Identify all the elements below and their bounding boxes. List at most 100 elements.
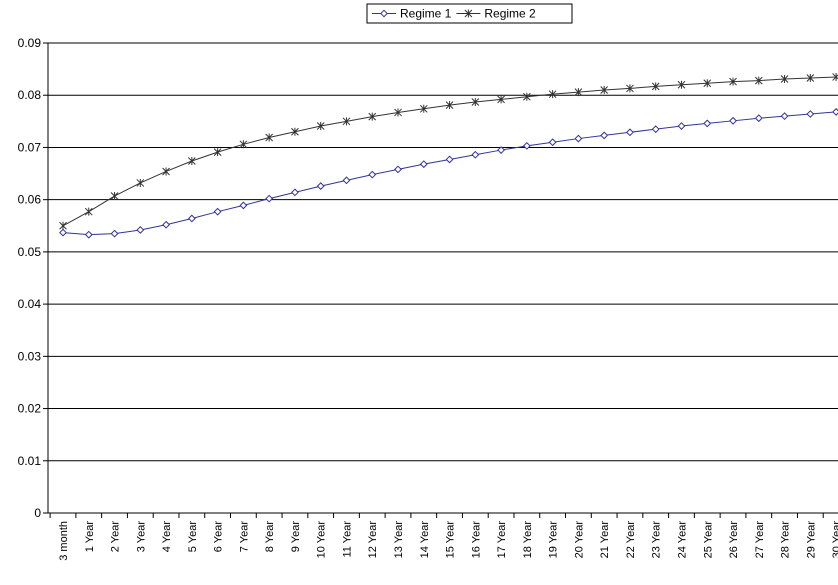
series-1-point-10	[316, 182, 325, 190]
series-1-point-7	[239, 201, 248, 210]
x-tick-label-18: 18 Year	[522, 521, 534, 559]
legend-label-2: Regime 2	[484, 7, 536, 21]
series-1-line	[62, 111, 837, 236]
y-tick-label-4: 0.04	[18, 297, 42, 311]
x-tick-label-3: 3 Year	[135, 521, 147, 553]
x-tick-label-8: 8 Year	[264, 521, 276, 553]
x-tick-label-27: 27 Year	[754, 521, 766, 559]
series-1-point-14	[419, 160, 428, 169]
x-tick-label-29: 29 Year	[805, 521, 817, 559]
x-axis-ticks: 3 month 1 Year 2 Year 3 Year 4 Year 5 Year 6 Y…	[49, 513, 838, 561]
series-1-point-5	[187, 214, 196, 223]
series-2-point-12	[368, 112, 377, 121]
y-axis-ticks: 0 0.01 0.02 0.03 0.04 0.05 0.06 0.07 0.08 0.09	[18, 36, 48, 520]
x-tick-label-6: 6 Year	[213, 521, 225, 553]
series-2-point-7	[239, 140, 248, 149]
x-tick-label-19: 19 Year	[548, 521, 560, 559]
series-1-point-16	[471, 150, 480, 159]
series-2-point-3	[136, 178, 145, 187]
series-1-point-4	[162, 220, 170, 229]
series-2-point-22	[626, 84, 634, 93]
x-tick-label-21: 21 Year	[599, 521, 611, 559]
series-1	[59, 108, 838, 239]
series-2-point-9	[291, 127, 299, 136]
series-2-point-14	[419, 104, 428, 113]
x-tick-label-17: 17 Year	[496, 521, 508, 559]
series-1-point-13	[394, 165, 402, 174]
y-tick-label-3: 0.03	[18, 349, 42, 363]
series-2-point-10	[316, 122, 325, 131]
series-2-point-0	[59, 221, 67, 230]
series-2-point-29	[806, 73, 815, 82]
series-2-point-24	[677, 80, 686, 89]
x-tick-label-12: 12 Year	[367, 521, 379, 559]
series-2-point-19	[548, 90, 557, 99]
series-2-point-11	[342, 117, 351, 126]
series-2-point-27	[754, 76, 763, 85]
series-1-point-2	[110, 229, 119, 238]
series-1-point-0	[59, 228, 67, 237]
axes	[47, 43, 838, 514]
y-tick-label-1: 0.01	[18, 454, 42, 468]
x-tick-label-30: 30 Year	[831, 521, 838, 559]
x-tick-label-24: 24 Year	[676, 521, 688, 559]
x-tick-label-20: 20 Year	[573, 521, 585, 559]
y-tick-label-9: 0.09	[18, 36, 42, 50]
series-2-point-20	[574, 88, 583, 97]
gridlines	[48, 42, 838, 462]
series-1-point-1	[84, 230, 93, 239]
series-1-point-27	[754, 114, 763, 123]
series-1-point-3	[136, 226, 145, 234]
series-2-point-8	[265, 133, 274, 142]
x-tick-label-9: 9 Year	[290, 521, 302, 553]
x-tick-label-15: 15 Year	[445, 521, 457, 559]
x-tick-label-23: 23 Year	[651, 521, 663, 559]
series-2-point-4	[162, 167, 170, 176]
series-1-point-15	[445, 155, 454, 164]
series-2-point-26	[729, 77, 737, 86]
series-1-point-6	[213, 207, 222, 216]
y-tick-label-8: 0.08	[18, 88, 42, 102]
series-1-point-24	[677, 122, 686, 130]
x-tick-label-11: 11 Year	[341, 521, 353, 558]
series-2-point-15	[445, 101, 454, 110]
y-tick-label-7: 0.07	[18, 140, 42, 154]
x-tick-label-4: 4 Year	[161, 521, 173, 553]
series-1-point-21	[600, 131, 609, 140]
series-2-line	[62, 76, 837, 227]
series-1-point-11	[342, 176, 351, 185]
x-tick-label-28: 28 Year	[780, 521, 792, 559]
series-1-point-17	[497, 146, 505, 154]
series-1-point-25	[703, 119, 712, 128]
series-2	[59, 72, 838, 230]
legend: Regime 1 Regime 2	[366, 3, 573, 24]
y-tick-label-2: 0.02	[18, 402, 42, 416]
x-tick-label-2: 2 Year	[110, 521, 122, 553]
series-1-point-30	[832, 108, 838, 116]
legend-marker-2	[464, 9, 473, 18]
x-tick-label-13: 13 Year	[393, 521, 405, 559]
series-1-point-19	[548, 138, 557, 147]
series-layer	[59, 72, 838, 239]
x-tick-label-22: 22 Year	[625, 521, 637, 559]
series-2-point-30	[832, 72, 838, 81]
series-1-point-9	[291, 188, 299, 197]
series-1-point-18	[522, 141, 531, 150]
series-1-point-23	[651, 125, 660, 134]
legend-marker-1	[380, 9, 388, 18]
series-1-point-29	[806, 110, 815, 118]
legend-label-1: Regime 1	[400, 7, 452, 21]
x-tick-label-7: 7 Year	[238, 521, 250, 553]
x-tick-label-16: 16 Year	[470, 521, 482, 559]
x-tick-label-14: 14 Year	[419, 521, 431, 559]
series-2-point-18	[523, 92, 531, 101]
series-1-point-20	[574, 134, 583, 143]
x-tick-label-1: 1 Year	[84, 521, 96, 553]
x-tick-label-26: 26 Year	[728, 521, 740, 559]
series-2-point-13	[394, 108, 402, 117]
x-tick-label-0: 3 month	[58, 521, 70, 561]
series-2-point-21	[600, 86, 609, 94]
x-tick-label-25: 25 Year	[702, 521, 714, 559]
y-tick-label-6: 0.06	[18, 193, 42, 207]
